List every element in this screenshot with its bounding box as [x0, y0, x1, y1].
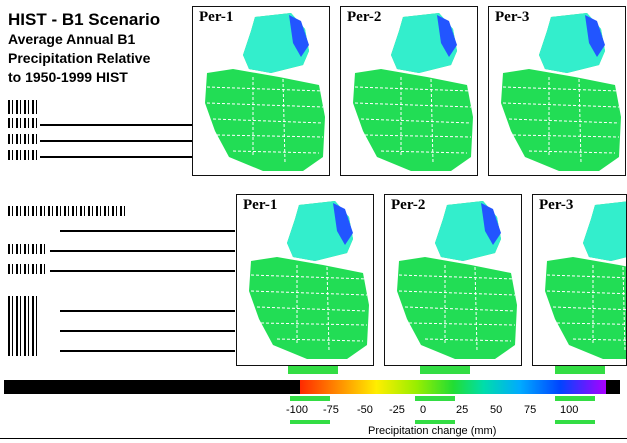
title-line-3: Precipitation Relative [8, 50, 151, 66]
artifact-bar [420, 366, 470, 374]
artifact-line [40, 124, 230, 126]
artifact-block [8, 264, 48, 274]
colorbar-tick-label: -75 [323, 404, 339, 416]
artifact-bar [288, 366, 338, 374]
artifact-line [40, 156, 230, 158]
artifact-bar [290, 396, 330, 401]
region-map [353, 13, 473, 171]
map-boundaries [546, 265, 626, 352]
map-panel: Per-3 [488, 6, 626, 176]
title-line-2: Average Annual B1 [8, 31, 136, 47]
artifact-bar [555, 366, 605, 374]
map-panel: Per-1 [192, 6, 330, 176]
map-boundaries [354, 77, 472, 164]
region-map [249, 201, 369, 359]
artifact-block [8, 206, 128, 216]
panel-label: Per-3 [493, 9, 532, 26]
map-panel: Per-2 [340, 6, 478, 176]
artifact-bar [290, 420, 330, 424]
artifact-line [60, 330, 235, 332]
colorbar-tick-label: 25 [456, 404, 469, 416]
map-highland [583, 201, 626, 261]
colorbar-label: Precipitation change (mm) [368, 425, 497, 437]
region-map [397, 201, 517, 359]
map-boundaries [206, 77, 324, 164]
map-wet-area [333, 203, 353, 245]
artifact-line [40, 140, 230, 142]
colorbar-tick-label: 50 [490, 404, 503, 416]
panel-label: Per-2 [389, 197, 428, 214]
artifact-line [50, 250, 235, 252]
map-panel: Per-3 [532, 194, 627, 366]
artifact-line [50, 270, 235, 272]
artifact-bar [415, 420, 455, 424]
map-boundaries [250, 265, 368, 352]
map-boundaries [398, 265, 516, 352]
artifact-block [8, 134, 38, 144]
panel-label: Per-1 [241, 197, 280, 214]
panel-label: Per-2 [345, 9, 384, 26]
map-wet-area [437, 15, 457, 57]
artifact-bar [415, 396, 455, 401]
colorbar-tick-label: -100 [286, 404, 309, 416]
artifact-block [8, 296, 38, 356]
region-map [545, 201, 626, 359]
colorbar [4, 380, 620, 394]
artifact-block [8, 244, 48, 254]
artifact-block [8, 118, 38, 128]
region-map [205, 13, 325, 171]
artifact-line [0, 438, 627, 439]
colorbar-tick-label: 100 [560, 404, 579, 416]
artifact-line [60, 350, 235, 352]
colorbar-tick-label: -50 [357, 404, 373, 416]
colorbar-tick-label: 0 [420, 404, 427, 416]
map-wet-area [585, 15, 605, 57]
map-boundaries [502, 77, 620, 164]
artifact-line [60, 310, 235, 312]
artifact-bar [555, 420, 595, 424]
map-wet-area [481, 203, 501, 245]
artifact-block [8, 150, 38, 160]
map-title: HIST - B1 Scenario Average Annual B1 Pre… [8, 10, 160, 87]
artifact-line [60, 230, 235, 232]
colorbar-gradient [300, 380, 606, 394]
colorbar-tick-label: -25 [389, 404, 405, 416]
map-panel: Per-2 [384, 194, 522, 366]
artifact-block [8, 100, 38, 114]
panel-label: Per-3 [537, 197, 576, 214]
region-map [501, 13, 621, 171]
artifact-bar [555, 396, 595, 401]
map-wet-area [289, 15, 309, 57]
colorbar-tick-label: 75 [524, 404, 537, 416]
panel-label: Per-1 [197, 9, 236, 26]
title-line-4: to 1950-1999 HIST [8, 69, 128, 85]
title-line-1: HIST - B1 Scenario [8, 10, 161, 29]
map-panel: Per-1 [236, 194, 374, 366]
